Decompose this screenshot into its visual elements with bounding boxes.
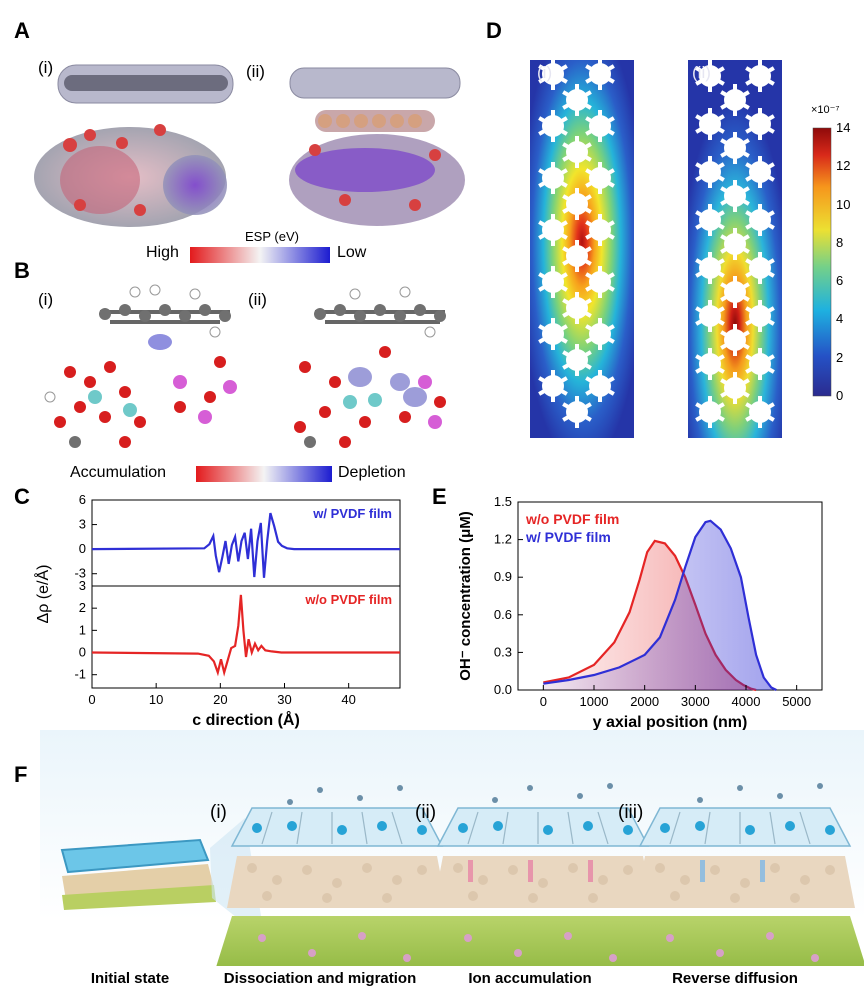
legend-label: w/ PVDF film — [525, 529, 611, 545]
x-tick-label: 30 — [277, 692, 291, 707]
caption-reverse-diffusion: Reverse diffusion — [672, 970, 798, 987]
esp-structure-i — [34, 64, 234, 227]
legend-label: w/o PVDF film — [304, 592, 392, 607]
x-tick-label: 5000 — [782, 694, 811, 709]
panel-label-d: D — [486, 18, 502, 43]
colorbar-tick: 2 — [836, 349, 844, 365]
panel-d-sub-i: (i) — [537, 63, 553, 82]
legend-label: w/ PVDF film — [312, 506, 392, 521]
charge-structure-i — [44, 284, 237, 448]
y-tick-label: 1.5 — [494, 494, 512, 509]
esp-scale-high: High — [146, 244, 179, 261]
concentration-maps — [530, 58, 832, 438]
y-tick-label: 0.0 — [494, 682, 512, 697]
y-axis-label: OH⁻ concentration (μM) — [457, 511, 474, 681]
x-tick-label: 10 — [149, 692, 163, 707]
series-line — [543, 519, 777, 691]
y-tick-label: 1.2 — [494, 532, 512, 547]
x-tick-label: 2000 — [630, 694, 659, 709]
colorbar-tick: 8 — [836, 234, 844, 250]
x-tick-label: 40 — [341, 692, 355, 707]
colorbar-tick: 0 — [836, 388, 844, 403]
x-tick-label: 3000 — [681, 694, 710, 709]
y-tick-label: -1 — [74, 667, 86, 682]
stage-accumulation — [417, 807, 669, 966]
esp-scale-low: Low — [337, 244, 367, 261]
panel-b-sub-ii: (ii) — [248, 290, 267, 309]
y-tick-label: 6 — [79, 492, 86, 507]
x-axis-label: c direction (Å) — [192, 710, 300, 729]
x-tick-label: 20 — [213, 692, 227, 707]
x-tick-label: 0 — [88, 692, 95, 707]
esp-scale-title: ESP (eV) — [245, 229, 299, 244]
charge-scale-depletion: Depletion — [338, 464, 406, 481]
series-line — [91, 512, 400, 578]
panel-a-sub-i: (i) — [38, 58, 54, 77]
y-tick-label: 3 — [79, 517, 86, 532]
y-tick-label: 0 — [79, 645, 86, 660]
y-tick-label: 2 — [79, 600, 86, 615]
x-tick-label: 4000 — [732, 694, 761, 709]
series-area — [543, 520, 777, 690]
x-tick-label: 1000 — [580, 694, 609, 709]
panel-label-c: C — [14, 484, 30, 509]
esp-color-scale — [190, 247, 330, 263]
series-line — [91, 594, 400, 677]
charge-color-scale — [196, 466, 332, 482]
caption-ion-accumulation: Ion accumulation — [468, 970, 592, 987]
caption-dissociation: Dissociation and migration — [223, 970, 417, 987]
y-tick-label: -3 — [74, 566, 86, 581]
caption-initial-state: Initial state — [90, 970, 170, 987]
legend-label: w/o PVDF film — [525, 511, 619, 527]
colorbar-tick: 10 — [836, 196, 851, 212]
y-tick-label: 0 — [79, 541, 86, 556]
y-tick-label: 0.3 — [494, 644, 512, 659]
panel-d-sub-ii: (ii) — [692, 63, 711, 82]
stage-dissociation — [211, 807, 463, 966]
y-tick-label: 1 — [79, 622, 86, 637]
charge-scale-accumulation: Accumulation — [70, 464, 167, 481]
panel-label-e: E — [432, 484, 447, 509]
y-tick-label: 0.9 — [494, 569, 512, 584]
colorbar-tick: 14 — [836, 120, 851, 135]
colorbar-tick: 6 — [836, 273, 844, 289]
colorbar-exponent: ×10⁻⁷ — [811, 104, 840, 116]
stage-reverse-diffusion — [619, 807, 864, 966]
y-tick-label: 0.6 — [494, 607, 512, 622]
colorbar-tick: 12 — [836, 158, 851, 174]
panel-f-sub-i: (i) — [210, 802, 227, 823]
subplot-frame — [91, 585, 401, 689]
y-axis-label: Δρ (e/Å) — [33, 565, 52, 624]
process-illustration — [40, 730, 864, 966]
panel-a-sub-ii: (ii) — [246, 62, 265, 81]
esp-structure-ii — [289, 67, 465, 226]
colorbar — [812, 127, 832, 397]
panel-label-b: B — [14, 258, 30, 283]
panel-b-sub-i: (i) — [38, 290, 54, 309]
panel-f-sub-ii: (ii) — [415, 802, 437, 823]
panel-f-sub-iii: (iii) — [618, 802, 644, 823]
x-axis-label: y axial position (nm) — [593, 714, 748, 731]
colorbar-tick: 4 — [836, 311, 844, 327]
y-tick-label: 3 — [79, 578, 86, 593]
x-tick-label: 0 — [540, 694, 547, 709]
panel-label-a: A — [14, 18, 30, 43]
chart-e: w/o PVDF film w/ PVDF film 0 1000 2000 3000 40… — [457, 494, 823, 731]
panel-label-f: F — [14, 762, 28, 787]
charge-structure-ii — [294, 286, 446, 448]
